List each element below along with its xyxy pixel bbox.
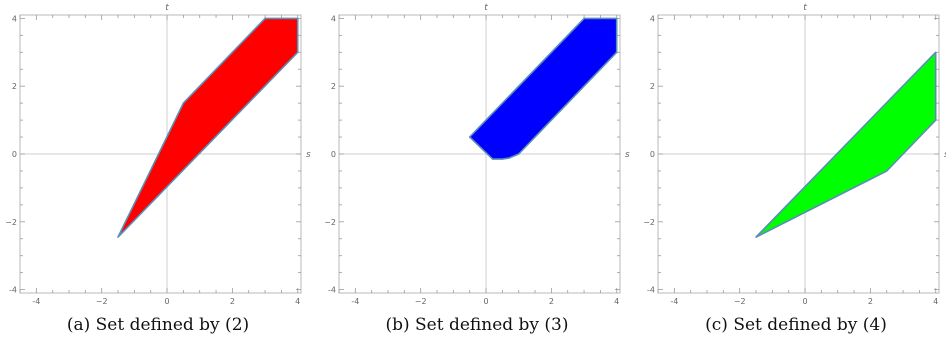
x-tick-label: −2 (415, 297, 427, 306)
region-polygon (117, 17, 299, 238)
region-polygon (468, 17, 618, 160)
x-axis-label: s (944, 150, 946, 160)
y-tick-label: −2 (643, 218, 655, 227)
x-tick-label: −2 (734, 297, 746, 306)
x-tick-label: 0 (483, 297, 488, 306)
y-tick-label: −2 (324, 218, 336, 227)
x-tick-label: −2 (96, 297, 108, 306)
x-tick-label: 2 (868, 297, 873, 306)
y-axis-label: t (803, 3, 807, 13)
x-tick-label: 4 (933, 297, 938, 306)
y-tick-label: 2 (12, 82, 17, 91)
x-tick-label: 4 (614, 297, 619, 306)
caption-b: (b) Set defined by (3) (385, 315, 569, 335)
y-axis-label: t (165, 3, 169, 13)
y-tick-label: -4 (328, 286, 336, 295)
x-tick-label: 0 (164, 297, 169, 306)
chart-panel-c: -4 −2 0 2 4 -4 −2 0 2 4 t s (643, 3, 946, 306)
caption-c: (c) Set defined by (4) (705, 315, 887, 335)
y-tick-label: 0 (650, 150, 655, 159)
y-tick-label: 0 (331, 150, 336, 159)
region-polygon (755, 51, 937, 238)
y-tick-label: 2 (331, 82, 336, 91)
y-axis-label: t (484, 3, 488, 13)
x-tick-label: 4 (295, 297, 300, 306)
y-tick-label: -4 (9, 286, 17, 295)
x-tick-label: -4 (32, 297, 40, 306)
y-tick-label: -4 (647, 286, 655, 295)
x-tick-label: 0 (802, 297, 807, 306)
x-tick-label: -4 (351, 297, 359, 306)
y-tick-label: 4 (331, 14, 336, 23)
x-tick-label: 2 (230, 297, 235, 306)
y-tick-label: 2 (650, 82, 655, 91)
y-tick-label: 4 (650, 14, 655, 23)
x-tick-label: 2 (549, 297, 554, 306)
y-tick-label: 0 (12, 150, 17, 159)
x-tick-label: -4 (670, 297, 678, 306)
x-axis-label: s (625, 150, 630, 160)
x-axis-label: s (306, 150, 311, 160)
chart-panel-a: -4 −2 0 2 4 -4 −2 0 2 4 t s (5, 3, 311, 306)
y-tick-label: −2 (5, 218, 17, 227)
chart-panel-b: -4 −2 0 2 4 -4 −2 0 2 4 t s (324, 3, 630, 306)
caption-a: (a) Set defined by (2) (66, 315, 250, 335)
y-tick-label: 4 (12, 14, 17, 23)
